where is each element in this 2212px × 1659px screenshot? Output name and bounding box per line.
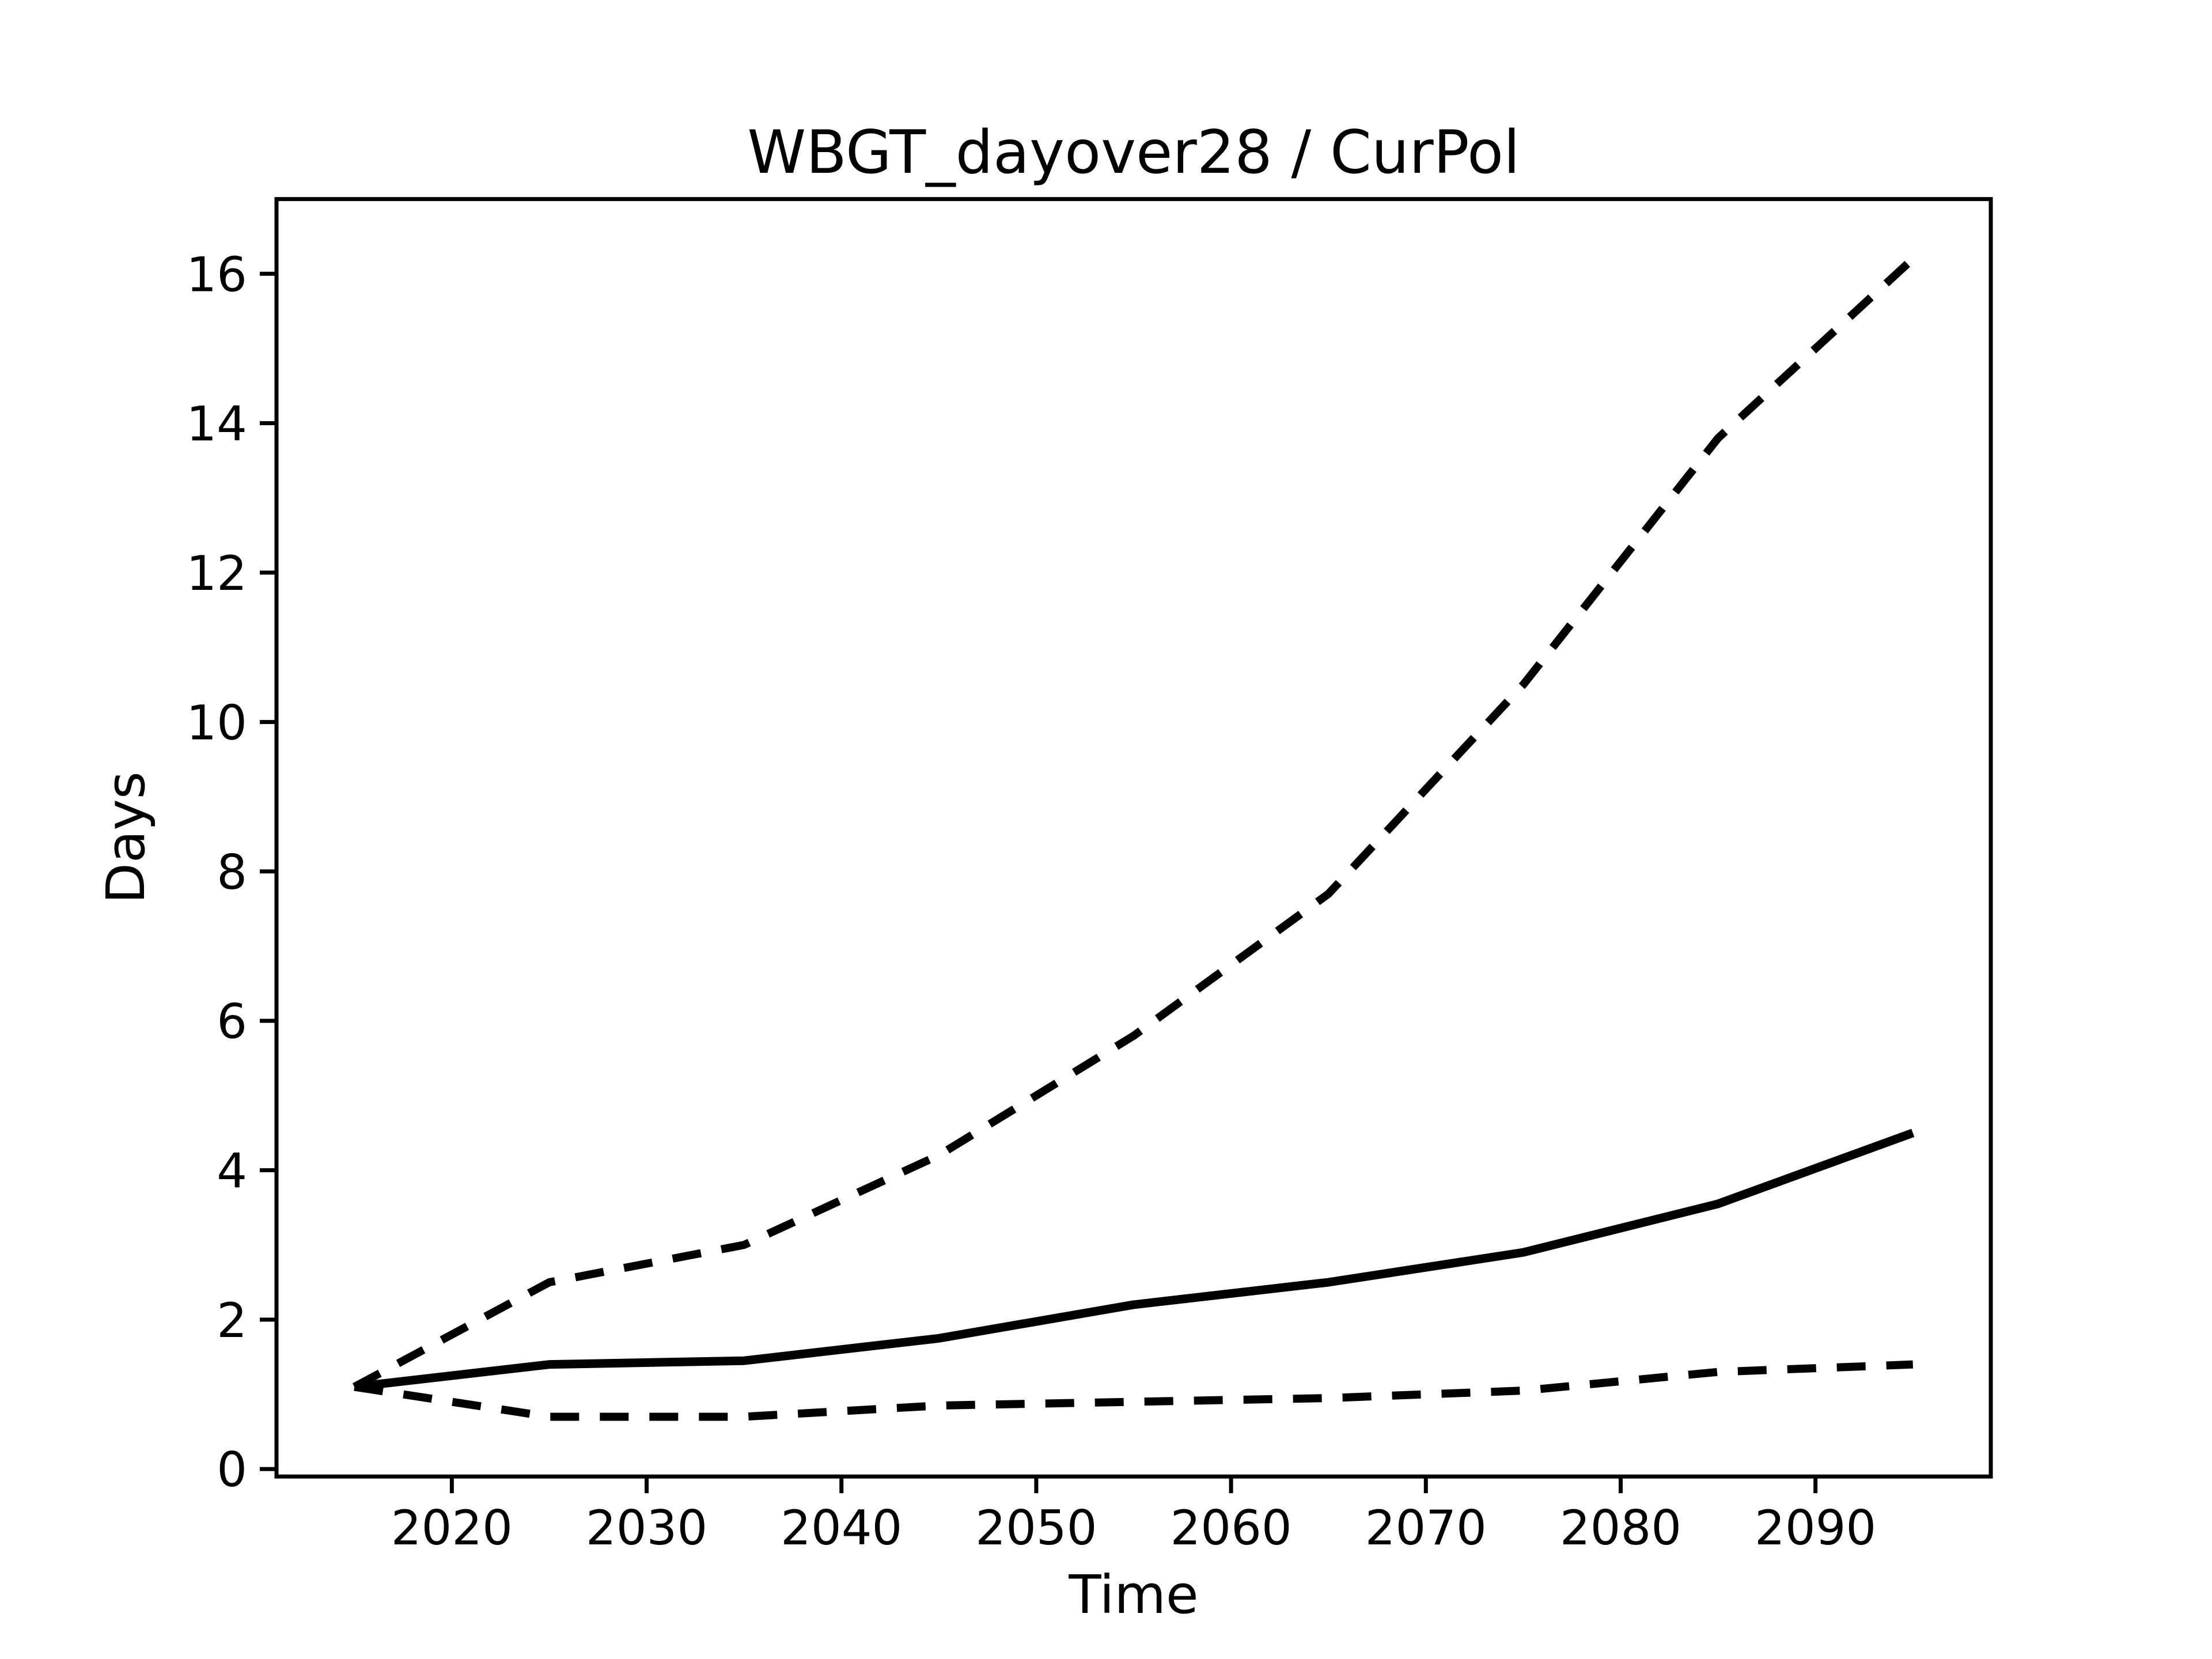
median-line: [354, 1128, 1915, 1392]
x-tick-label: 2030: [586, 1500, 707, 1556]
y-tick-label: 14: [186, 396, 247, 452]
upper-bound-line: [352, 256, 1916, 1391]
x-tick-label: 2050: [975, 1500, 1097, 1556]
y-tick-label: 12: [186, 546, 247, 601]
x-tick-label: 2090: [1755, 1500, 1876, 1556]
chart-title: WBGT_dayover28 / CurPol: [747, 118, 1520, 187]
y-tick-label: 0: [217, 1442, 247, 1498]
series-group: [352, 256, 1916, 1421]
y-axis-ticks: 0 2 4 6 8 10 12 14 16: [186, 247, 276, 1498]
y-tick-label: 10: [186, 695, 247, 751]
y-tick-label: 2: [217, 1293, 247, 1349]
x-tick-label: 2020: [391, 1500, 513, 1556]
y-tick-label: 8: [217, 844, 247, 900]
x-axis-ticks: 2020 2030 2040 2050 2060 2070 2080 2090: [391, 1476, 1876, 1556]
y-tick-label: 16: [186, 247, 247, 302]
x-tick-label: 2060: [1170, 1500, 1291, 1556]
y-tick-label: 4: [217, 1143, 247, 1199]
y-tick-label: 6: [217, 994, 247, 1050]
x-tick-label: 2040: [781, 1500, 902, 1556]
axes-frame: [274, 197, 1993, 1479]
y-axis-label: Days: [95, 771, 157, 904]
lower-bound-line: [354, 1360, 1913, 1421]
x-axis-label: Time: [1068, 1564, 1198, 1626]
plot-area: [274, 197, 1993, 1479]
x-tick-label: 2070: [1365, 1500, 1487, 1556]
x-tick-label: 2080: [1560, 1500, 1681, 1556]
